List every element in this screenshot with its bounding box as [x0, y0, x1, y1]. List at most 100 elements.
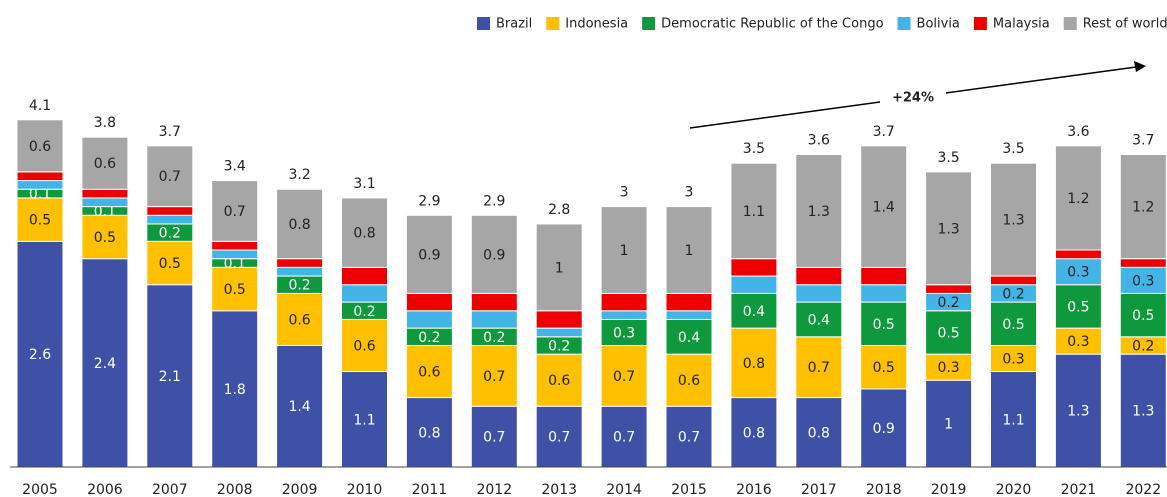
bar-segment	[405, 397, 453, 468]
bar-segment	[470, 214, 518, 294]
data-label: 0.9	[483, 247, 505, 263]
data-label: 0.2	[937, 295, 959, 311]
bar-segment	[211, 249, 259, 260]
bar-segment	[276, 266, 324, 277]
bar-segment	[860, 301, 908, 346]
data-label: 1.4	[288, 399, 310, 415]
data-label: 0.3	[937, 360, 959, 376]
bar-segment	[795, 266, 843, 286]
x-tick-label: 2006	[87, 482, 123, 497]
bar-segment	[535, 353, 583, 407]
x-tick-label: 2022	[1125, 482, 1161, 497]
bar-segment	[341, 197, 388, 268]
data-label: 0.7	[548, 430, 570, 446]
data-label: 0.7	[613, 430, 635, 446]
data-label: 0.7	[159, 169, 181, 185]
x-tick-label: 2013	[541, 482, 577, 497]
data-label: 1	[944, 417, 953, 433]
bar-segment	[146, 240, 194, 286]
bar-segment	[211, 310, 259, 468]
data-label: 0.2	[159, 226, 181, 242]
data-label: 1.1	[1002, 412, 1024, 428]
bar-segment	[925, 171, 973, 286]
bar-segment	[146, 214, 194, 225]
data-label: 0.3	[1067, 334, 1089, 350]
bar-segment	[925, 379, 973, 468]
data-label: 2.4	[94, 356, 116, 372]
data-label: 0.8	[288, 217, 310, 233]
x-tick-label: 2005	[22, 482, 58, 497]
data-label: 0.5	[1067, 299, 1089, 315]
total-label: 3.7	[873, 124, 895, 140]
bar-segment	[1119, 258, 1167, 268]
bar-segment	[795, 301, 843, 338]
total-label: 3.7	[1132, 133, 1154, 149]
bar-segment	[600, 318, 648, 346]
bar-segment	[990, 275, 1037, 286]
data-label: 0.5	[224, 282, 246, 298]
data-label: 0.2	[1132, 338, 1154, 354]
bar-segment	[925, 353, 973, 381]
data-label: 0.5	[873, 317, 895, 333]
total-label: 3	[685, 185, 694, 201]
bar-segment	[860, 145, 908, 268]
total-label: 2.8	[548, 202, 570, 218]
data-label: 1.3	[937, 221, 959, 237]
bar-segment	[276, 258, 324, 268]
data-label: 0.7	[224, 204, 246, 220]
data-label: 0.3	[1132, 273, 1154, 289]
bar-segment	[146, 145, 194, 208]
bar-segment	[730, 258, 778, 277]
total-label: 3.6	[1067, 124, 1089, 140]
x-tick-label: 2017	[801, 482, 837, 497]
bar-segment	[1119, 353, 1167, 468]
bar-segment	[795, 336, 843, 399]
x-tick-label: 2007	[152, 482, 188, 497]
total-label: 3.4	[224, 159, 246, 175]
data-label: 0.1	[224, 256, 246, 272]
bar-segment	[276, 292, 324, 346]
bar-segment	[81, 197, 129, 208]
bar-segment	[600, 405, 648, 468]
bar-segment	[730, 327, 778, 399]
data-label: 0.2	[548, 338, 570, 354]
data-label: 0.9	[873, 421, 895, 437]
data-label: 1	[620, 243, 629, 259]
x-tick-label: 2014	[606, 482, 642, 497]
data-label: 0.6	[94, 156, 116, 172]
bar-segment	[730, 292, 778, 329]
data-label: 0.8	[743, 425, 765, 441]
data-label: 0.2	[353, 304, 375, 320]
bar-segment	[146, 206, 194, 216]
x-tick-label: 2015	[671, 482, 707, 497]
data-label: 0.6	[418, 365, 440, 381]
x-tick-label: 2012	[476, 482, 512, 497]
data-label: 1.3	[808, 204, 830, 220]
bar-segment	[795, 397, 843, 468]
bar-segment	[1054, 249, 1102, 260]
bar-segment	[1054, 327, 1102, 355]
x-tick-label: 2021	[1061, 482, 1097, 497]
data-label: 0.6	[678, 373, 700, 389]
legend-swatch	[477, 17, 490, 30]
bar-segment	[795, 284, 843, 303]
data-label: 0.8	[418, 425, 440, 441]
data-label: 0.7	[483, 369, 505, 385]
bar-segment	[1054, 353, 1102, 468]
data-label: 0.6	[29, 139, 51, 155]
bar-segment	[470, 310, 518, 329]
bar-segment	[535, 405, 583, 468]
x-tick-label: 2009	[282, 482, 318, 497]
bar-segment	[665, 292, 713, 312]
data-label: 1.3	[1067, 404, 1089, 420]
bar-segment	[276, 188, 324, 260]
bar-segment	[16, 180, 64, 190]
total-label: 2.9	[483, 193, 505, 209]
bar-segment	[1119, 292, 1167, 338]
data-label: 0.8	[353, 226, 375, 242]
data-label: 1.4	[873, 200, 895, 216]
data-label: 1.8	[224, 382, 246, 398]
legend-label: Malaysia	[993, 17, 1050, 32]
x-tick-label: 2020	[996, 482, 1032, 497]
total-label: 2.9	[418, 193, 440, 209]
